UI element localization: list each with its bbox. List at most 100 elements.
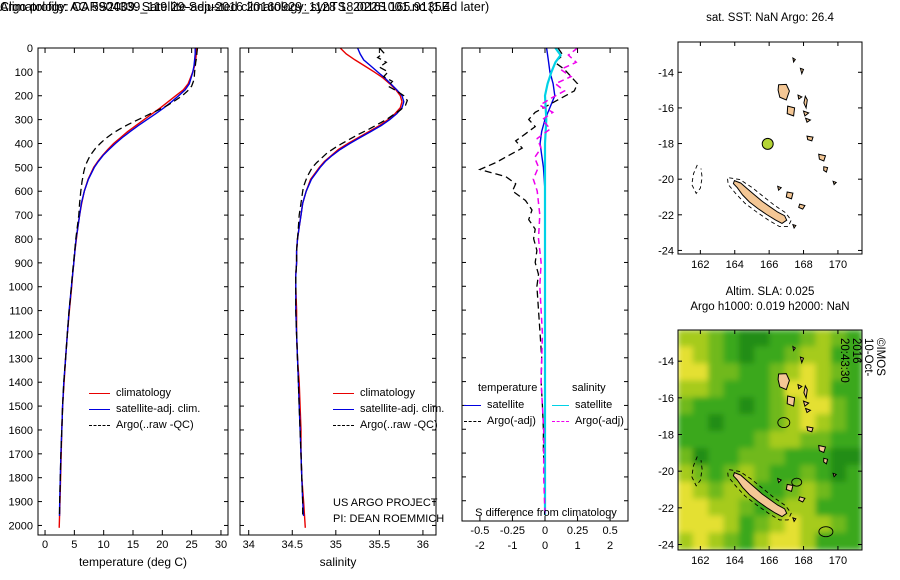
reef-outline (691, 164, 703, 195)
series-s-argo-adj- (532, 48, 578, 516)
svg-text:-22: -22 (658, 503, 674, 515)
svg-text:164: 164 (726, 555, 744, 567)
island-pentecost (803, 94, 808, 110)
svg-text:temperature (deg C): temperature (deg C) (79, 555, 187, 569)
project-text-line2: PI: DEAN ROEMMICH (333, 513, 445, 525)
svg-text:2000: 2000 (9, 520, 33, 532)
svg-text:900: 900 (15, 258, 33, 270)
legend-label: satellite-adj. clim. (116, 403, 201, 415)
svg-text:0: 0 (542, 525, 548, 537)
island-ouvea (776, 185, 783, 192)
legend-line-swatch (89, 392, 110, 394)
island-torres (792, 56, 797, 64)
svg-text:-1: -1 (508, 540, 518, 552)
series-t-argo-adj- (477, 48, 579, 515)
svg-text:400: 400 (15, 138, 33, 150)
salinity-legend: climatology satellite-adj. clim. Argo(..ra… (333, 385, 444, 433)
legend-item: climatology (89, 385, 200, 401)
legend-line-swatch (464, 404, 481, 406)
contour-ring (818, 526, 834, 538)
diff-legend-temperature-header: temperature (478, 382, 538, 394)
svg-text:-22: -22 (658, 210, 674, 222)
svg-text:-0.25: -0.25 (500, 525, 525, 537)
island-epi (804, 407, 812, 414)
island-torres (792, 345, 797, 352)
island-aneityum (832, 180, 838, 186)
legend-item: Argo(..raw -QC) (89, 417, 200, 433)
figure-title-line1: Argo profile: AO 5904339_119 29-Sep-2016… (0, 0, 450, 14)
svg-text:2: 2 (607, 540, 613, 552)
island-espiritu-santo (777, 83, 790, 101)
island-aneityum (832, 472, 838, 478)
legend-item: satellite-adj. clim. (333, 401, 444, 417)
island-ouvea (776, 477, 783, 484)
island-ile-des-pins (792, 517, 797, 523)
island-ambae (797, 94, 803, 100)
svg-text:-20: -20 (658, 466, 674, 478)
legend-line-swatch (333, 392, 354, 394)
legend-label: Argo(..raw -QC) (116, 419, 194, 431)
svg-text:1600: 1600 (9, 425, 33, 437)
legend-item: Argo(..raw -QC) (333, 417, 444, 433)
legend-label: satellite-adj. clim. (360, 403, 445, 415)
island-efate (806, 135, 814, 142)
diff-legend-salinity: salinity satellite Argo(-adj) (552, 382, 624, 429)
svg-text:salinity: salinity (320, 555, 357, 569)
svg-text:34: 34 (243, 539, 255, 551)
island-malakula (786, 105, 796, 117)
series-satellite-adj-clim- (58, 48, 196, 516)
legend-label: climatology (360, 387, 416, 399)
island-mare (798, 496, 806, 503)
svg-text:100: 100 (15, 67, 33, 79)
legend-label: Argo(-adj) (487, 415, 536, 427)
project-text-line1: US ARGO PROJECT (333, 497, 438, 509)
argo-float-marker (761, 137, 774, 150)
svg-text:166: 166 (760, 259, 778, 271)
difference_profile: -0.5 -0.25 0 0.25 0.5 -2 -1 0 1 2 (461, 47, 629, 552)
legend-label: climatology (116, 387, 172, 399)
svg-text:35.5: 35.5 (369, 539, 390, 551)
diff-legend-salinity-header: salinity (572, 382, 606, 394)
svg-text:0: 0 (542, 540, 548, 552)
legend-line-swatch (333, 424, 354, 426)
temperature_profile: 0 5 10 15 20 25 300100200300400500600700800900… (9, 43, 229, 569)
island-epi (804, 117, 812, 123)
island-pentecost (803, 384, 808, 400)
temperature-legend: climatology satellite-adj. clim. Argo(..ra… (89, 385, 200, 433)
series-t-satellite (539, 48, 556, 515)
island-lifou (785, 191, 794, 200)
svg-text:-16: -16 (658, 103, 674, 115)
island-lifou (785, 483, 794, 492)
svg-text:1700: 1700 (9, 449, 33, 461)
diff-legend-salinity-items: satellite Argo(-adj) (552, 397, 624, 429)
island-ile-des-pins (792, 223, 797, 230)
island-grande-terre (732, 179, 788, 224)
sla-map-title-line1: Altim. SLA: 0.025 (725, 286, 815, 298)
legend-item: climatology (333, 385, 444, 401)
svg-text:1300: 1300 (9, 353, 33, 365)
svg-text:1: 1 (574, 540, 580, 552)
svg-text:30: 30 (215, 539, 227, 551)
svg-text:15: 15 (127, 539, 139, 551)
svg-text:-16: -16 (658, 393, 674, 405)
svg-text:170: 170 (829, 555, 847, 567)
island-ambae (797, 383, 803, 390)
svg-text:500: 500 (15, 162, 33, 174)
svg-text:-18: -18 (658, 430, 674, 442)
s-difference-label: S difference from climatology (475, 507, 617, 519)
svg-text:1800: 1800 (9, 473, 33, 485)
reef-outline (727, 469, 792, 521)
legend-label: satellite (575, 399, 613, 411)
island-efate (806, 426, 814, 433)
svg-text:1500: 1500 (9, 401, 33, 413)
legend-item: satellite (464, 397, 537, 413)
imos-watermark: ©IMOS 10-Oct-2016 20:43:30 (838, 338, 886, 383)
series-climatology (295, 48, 403, 528)
svg-text:20: 20 (156, 539, 168, 551)
svg-text:164: 164 (726, 259, 744, 271)
island-malakula (786, 395, 796, 407)
legend-item: Argo(-adj) (464, 413, 537, 429)
svg-text:168: 168 (794, 555, 812, 567)
legend-label: Argo(-adj) (575, 415, 624, 427)
